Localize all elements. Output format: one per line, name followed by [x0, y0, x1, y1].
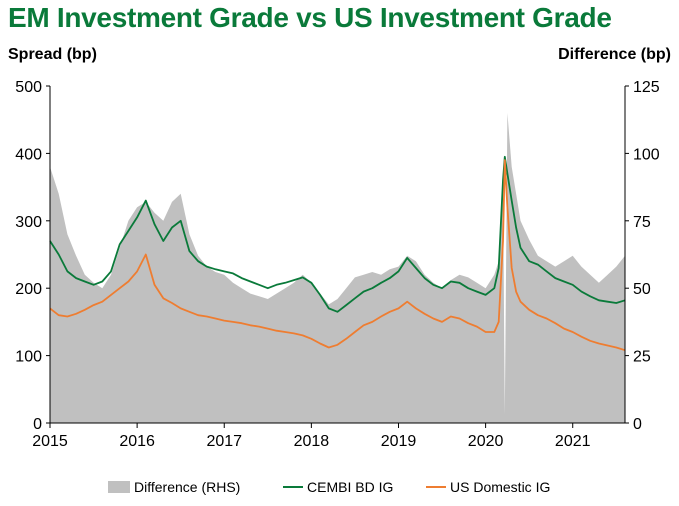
left-y-tick-label: 200 [15, 281, 42, 298]
right-y-tick-label: 125 [633, 79, 660, 96]
chart-title: EM Investment Grade vs US Investment Gra… [8, 2, 612, 33]
right-y-tick-label: 75 [633, 214, 651, 231]
left-y-tick-label: 0 [33, 416, 42, 433]
x-tick-label: 2017 [206, 433, 242, 450]
left-y-tick-label: 300 [15, 214, 42, 231]
legend-swatch-difference-rhs [108, 481, 130, 493]
x-tick-label: 2021 [555, 433, 591, 450]
x-tick-label: 2016 [119, 433, 155, 450]
series-line-us-domestic-ig [49, 159, 626, 352]
legend-label-difference-rhs: Difference (RHS) [134, 479, 240, 495]
right-y-tick-label: 100 [633, 146, 660, 163]
x-tick-label: 2018 [294, 433, 330, 450]
right-y-tick-label: 25 [633, 349, 651, 366]
left-y-tick-label: 500 [15, 79, 42, 96]
right-axis-title: Difference (bp) [558, 46, 671, 63]
x-tick-label: 2015 [32, 433, 68, 450]
left-axis-title: Spread (bp) [8, 46, 97, 63]
right-y-tick-label: 0 [633, 416, 642, 433]
series-line-cembi-bd-ig [49, 155, 626, 313]
left-y-tick-label: 400 [15, 146, 42, 163]
x-tick-label: 2019 [381, 433, 417, 450]
right-y-tick-label: 50 [633, 281, 651, 298]
legend-label-us-domestic-ig: US Domestic IG [450, 479, 550, 495]
x-tick-label: 2020 [468, 433, 504, 450]
legend-label-cembi-bd-ig: CEMBI BD IG [307, 479, 393, 495]
left-y-tick-label: 100 [15, 349, 42, 366]
series-area-difference-rhs [50, 113, 625, 423]
